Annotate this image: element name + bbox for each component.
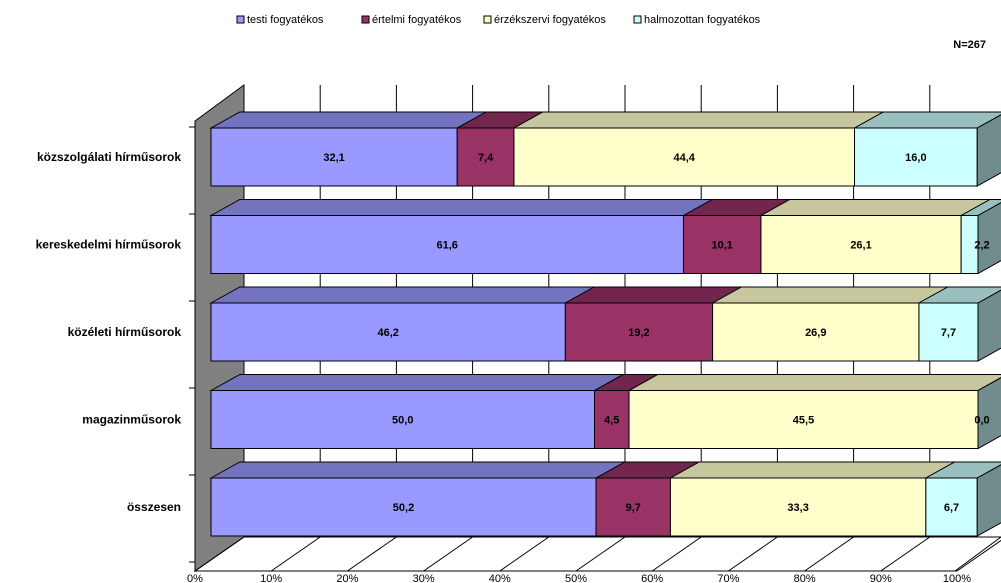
bar-segment-top bbox=[668, 461, 957, 479]
bar-group: 50,0 4,5 45,5 0,0 bbox=[209, 374, 1001, 450]
x-tick-label: 100% bbox=[943, 573, 971, 583]
floor-gridline bbox=[347, 536, 397, 572]
data-label: 61,6 bbox=[437, 240, 458, 252]
sample-size-label: N=267 bbox=[953, 39, 986, 51]
bar-segment-top bbox=[627, 374, 1001, 391]
category-label: közéleti hírműsorok bbox=[68, 325, 182, 339]
bar-segment bbox=[682, 215, 762, 274]
x-tick-label: 40% bbox=[489, 573, 511, 583]
floor bbox=[193, 536, 1001, 572]
bar-segment-top bbox=[563, 286, 744, 304]
legend-swatch bbox=[483, 15, 492, 24]
bar-segment bbox=[595, 477, 671, 537]
bar-segment bbox=[210, 302, 566, 362]
x-tick-label: 90% bbox=[870, 573, 892, 583]
bar-segment bbox=[513, 127, 856, 187]
data-label: 0,0 bbox=[974, 415, 989, 427]
data-label: 9,7 bbox=[626, 502, 641, 514]
category-labels: közszolgálati hírműsorok kereskedelmi hír… bbox=[36, 150, 182, 514]
floor-gridline bbox=[423, 536, 473, 572]
floor-gridline bbox=[194, 536, 245, 572]
data-label: 44,4 bbox=[674, 152, 696, 164]
x-tick-label: 70% bbox=[717, 573, 739, 583]
bar-side bbox=[977, 289, 1001, 362]
data-label: 50,0 bbox=[392, 415, 413, 427]
bar-segment-top bbox=[710, 286, 950, 304]
data-label: 26,9 bbox=[805, 327, 826, 339]
bar-segment bbox=[456, 127, 515, 187]
bar-group: 61,6 10,1 26,1 2,2 bbox=[209, 199, 1001, 275]
legend-swatch bbox=[633, 15, 642, 24]
x-axis-ticks: 0% 10% 20% 30% 40% 50% 60% 70% 80% 90% 100% bbox=[187, 573, 971, 583]
floor-gridline bbox=[728, 536, 778, 572]
bar-segment-top bbox=[209, 111, 488, 129]
bar-segment bbox=[760, 215, 962, 274]
data-label: 7,4 bbox=[478, 152, 494, 164]
floor-gridline bbox=[499, 536, 550, 572]
floor-gridline bbox=[804, 536, 854, 572]
bar-side bbox=[976, 464, 1001, 537]
bar-segment-top bbox=[512, 111, 886, 129]
x-tick-label: 60% bbox=[641, 573, 663, 583]
floor-gridline bbox=[880, 536, 931, 572]
bar-side bbox=[976, 114, 1001, 187]
legend-label: halmozottan fogyatékos bbox=[644, 14, 761, 26]
bar-group: 50,2 9,7 33,3 6,7 bbox=[209, 461, 1001, 537]
bar-segment-top bbox=[209, 286, 597, 304]
data-label: 33,3 bbox=[787, 502, 808, 514]
floor-gridline bbox=[270, 536, 321, 572]
legend-label: értelmi fogyatékos bbox=[372, 14, 462, 26]
legend: testi fogyatékos értelmi fogyatékos érzéks… bbox=[236, 14, 761, 26]
bar-group: 32,1 7,4 44,4 16,0 bbox=[209, 111, 1001, 187]
bar-segment-top bbox=[209, 374, 626, 391]
data-label: 10,1 bbox=[711, 240, 732, 252]
bar-segment bbox=[594, 390, 630, 449]
bar-side bbox=[977, 202, 1001, 275]
x-tick-label: 10% bbox=[260, 573, 282, 583]
data-label: 4,5 bbox=[604, 415, 619, 427]
legend-swatch bbox=[361, 15, 370, 24]
data-label: 2,2 bbox=[974, 240, 989, 252]
bar-segment-top bbox=[209, 461, 627, 479]
bar-segment-top bbox=[209, 199, 715, 216]
bar-side bbox=[977, 377, 1001, 450]
category-label: összesen bbox=[127, 500, 181, 514]
bar-segment bbox=[628, 390, 979, 449]
bar-group: 46,2 19,2 26,9 7,7 bbox=[209, 286, 1001, 362]
data-label: 32,1 bbox=[323, 152, 344, 164]
floor-gridline bbox=[575, 536, 626, 572]
bar-segment bbox=[210, 390, 595, 449]
x-tick-label: 20% bbox=[336, 573, 358, 583]
bar-segment bbox=[854, 127, 978, 187]
category-label: közszolgálati hírműsorok bbox=[37, 150, 181, 164]
floor-gridline bbox=[956, 539, 1001, 572]
bar-segment bbox=[669, 477, 927, 537]
data-label: 16,0 bbox=[905, 152, 926, 164]
bar-segment-top bbox=[759, 199, 992, 216]
bar-segment bbox=[210, 477, 597, 537]
data-label: 19,2 bbox=[628, 327, 649, 339]
data-label: 46,2 bbox=[377, 327, 398, 339]
category-label: kereskedelmi hírműsorok bbox=[36, 238, 182, 252]
legend-label: testi fogyatékos bbox=[247, 14, 324, 26]
data-label: 45,5 bbox=[793, 415, 814, 427]
legend-swatch bbox=[236, 15, 245, 24]
category-label: magazinműsorok bbox=[82, 413, 181, 427]
legend-label: érzékszervi fogyatékos bbox=[494, 14, 606, 26]
bars: 32,1 7,4 44,4 16,0 61,6 10,1 26,1 2,2 46,2 19,2 26… bbox=[209, 111, 1001, 537]
floor-gridline bbox=[651, 536, 702, 572]
x-tick-label: 30% bbox=[413, 573, 435, 583]
data-label: 50,2 bbox=[393, 502, 414, 514]
data-label: 7,7 bbox=[941, 327, 956, 339]
data-label: 6,7 bbox=[944, 502, 959, 514]
bar-segment bbox=[210, 215, 684, 274]
x-tick-label: 0% bbox=[187, 573, 203, 583]
data-label: 26,1 bbox=[850, 240, 871, 252]
x-tick-label: 80% bbox=[794, 573, 816, 583]
x-tick-label: 50% bbox=[565, 573, 587, 583]
